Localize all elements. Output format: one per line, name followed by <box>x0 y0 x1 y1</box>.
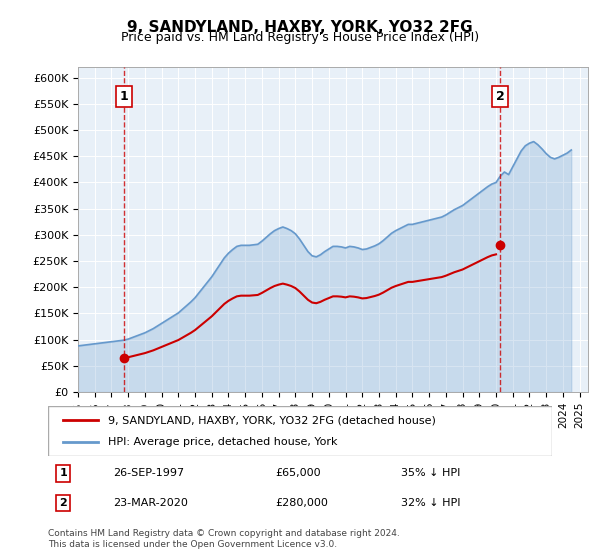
Text: 26-SEP-1997: 26-SEP-1997 <box>113 468 185 478</box>
Text: £65,000: £65,000 <box>275 468 320 478</box>
Text: Price paid vs. HM Land Registry's House Price Index (HPI): Price paid vs. HM Land Registry's House … <box>121 31 479 44</box>
Text: 1: 1 <box>119 90 128 103</box>
Text: Contains HM Land Registry data © Crown copyright and database right 2024.
This d: Contains HM Land Registry data © Crown c… <box>48 529 400 549</box>
Text: HPI: Average price, detached house, York: HPI: Average price, detached house, York <box>109 437 338 447</box>
Text: 1: 1 <box>59 468 67 478</box>
Text: 23-MAR-2020: 23-MAR-2020 <box>113 498 188 508</box>
Text: 9, SANDYLAND, HAXBY, YORK, YO32 2FG (detached house): 9, SANDYLAND, HAXBY, YORK, YO32 2FG (det… <box>109 415 436 425</box>
Text: 9, SANDYLAND, HAXBY, YORK, YO32 2FG: 9, SANDYLAND, HAXBY, YORK, YO32 2FG <box>127 20 473 35</box>
Text: 2: 2 <box>59 498 67 508</box>
Text: 35% ↓ HPI: 35% ↓ HPI <box>401 468 460 478</box>
Text: £280,000: £280,000 <box>275 498 328 508</box>
Text: 32% ↓ HPI: 32% ↓ HPI <box>401 498 460 508</box>
Text: 2: 2 <box>496 90 504 103</box>
FancyBboxPatch shape <box>48 406 552 456</box>
